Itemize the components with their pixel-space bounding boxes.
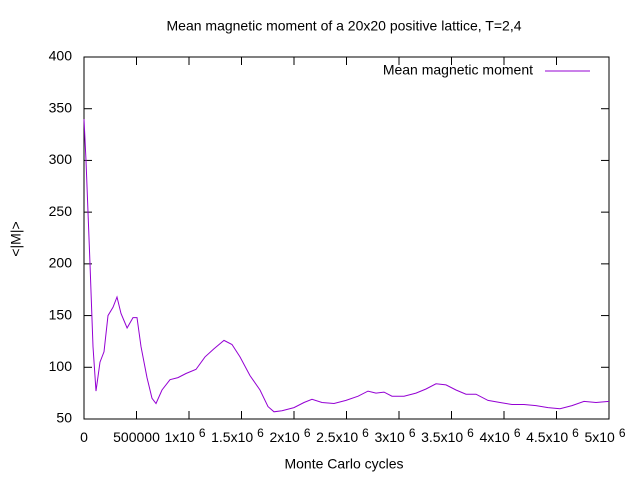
legend-label: Mean magnetic moment	[383, 62, 533, 78]
x-tick-label: 2.5x10 6	[316, 426, 369, 445]
y-tick-label: 200	[49, 255, 73, 271]
y-axis-label: <|M|>	[8, 221, 24, 256]
y-tick-label: 250	[49, 203, 73, 219]
x-tick-label: 0	[80, 429, 88, 445]
x-tick-label: 4x10 6	[479, 426, 520, 445]
y-tick-label: 350	[49, 99, 73, 115]
x-tick-label: 500000	[113, 429, 160, 445]
y-tick-label: 100	[49, 358, 73, 374]
data-line	[83, 119, 610, 413]
y-tick-label: 50	[56, 410, 72, 426]
x-tick-label: 1.5x10 6	[211, 426, 264, 445]
x-tick-label: 3x10 6	[374, 426, 415, 445]
x-tick-label: 5x10 6	[584, 426, 625, 445]
x-tick-label: 1x10 6	[164, 426, 205, 445]
x-tick-label: 2x10 6	[269, 426, 310, 445]
x-tick-label: 4.5x10 6	[526, 426, 579, 445]
y-tick-label: 300	[49, 151, 73, 167]
y-tick-label: 400	[49, 48, 73, 64]
chart-title: Mean magnetic moment of a 20x20 positive…	[167, 18, 522, 34]
y-tick-label: 150	[49, 306, 73, 322]
x-axis-label: Monte Carlo cycles	[284, 456, 403, 472]
x-tick-label: 3.5x10 6	[421, 426, 474, 445]
